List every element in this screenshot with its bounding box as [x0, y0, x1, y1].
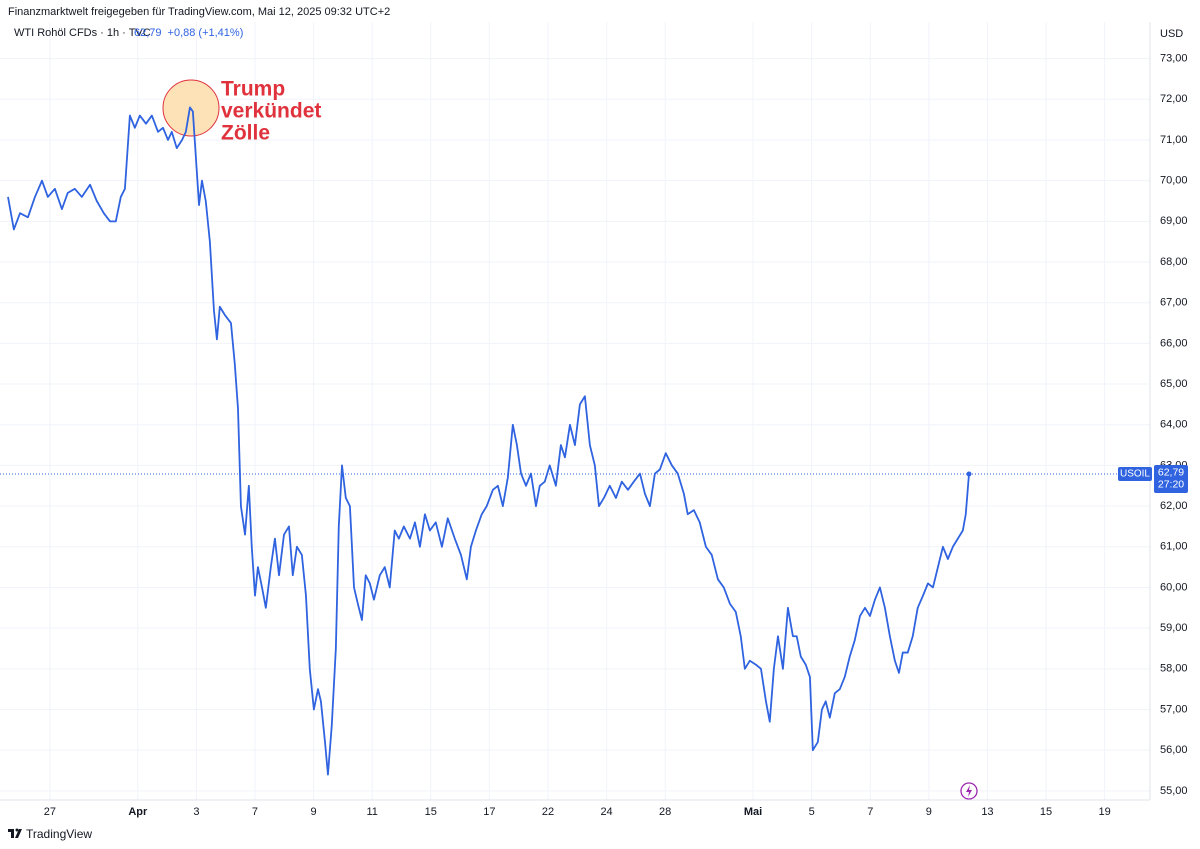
- y-tick-label: 64,00: [1160, 419, 1188, 431]
- x-tick-label: 7: [252, 806, 258, 818]
- x-tick-label: 27: [44, 806, 56, 818]
- annotation: verkündet: [221, 100, 321, 123]
- x-tick-label: 22: [542, 806, 554, 818]
- annotation: Trump: [221, 78, 285, 101]
- y-tick-label: 70,00: [1160, 175, 1188, 187]
- x-tick-label: 9: [926, 806, 932, 818]
- header-title: Finanzmarktwelt freigegeben für TradingV…: [8, 6, 390, 18]
- x-tick-label: 15: [1040, 806, 1052, 818]
- y-tick-label: 68,00: [1160, 256, 1188, 268]
- x-tick-label: 9: [311, 806, 317, 818]
- footer-brand: TradingView: [26, 827, 92, 841]
- symbol: WTI Rohöl CFDs · 1h · TVC: [14, 27, 151, 39]
- annotation: Zölle: [221, 122, 270, 145]
- y-tick-label: 55,00: [1160, 785, 1188, 797]
- x-tick-label: 17: [483, 806, 495, 818]
- y-tick-label: 72,00: [1160, 93, 1188, 105]
- x-tick-label: 15: [425, 806, 437, 818]
- x-tick-label: 11: [366, 806, 377, 818]
- y-tick-label: 73,00: [1160, 53, 1188, 65]
- replay-icon[interactable]: [960, 782, 978, 800]
- x-tick-label: 19: [1099, 806, 1111, 818]
- x-tick-label: Apr: [128, 806, 148, 818]
- price-tag: [1154, 464, 1188, 493]
- last-point: [966, 471, 972, 477]
- symbol-tag-label: USOIL: [1120, 469, 1150, 480]
- x-tick-label: 3: [193, 806, 199, 818]
- x-tick-label: Mai: [744, 806, 762, 818]
- y-tick-label: 59,00: [1160, 622, 1188, 634]
- price-line: [7, 106, 970, 776]
- x-tick-label: 28: [659, 806, 671, 818]
- y-tick-label: 65,00: [1160, 378, 1188, 390]
- y-tick-label: 69,00: [1160, 215, 1188, 227]
- last-price: 62,79: [134, 27, 162, 39]
- y-tick-label: 57,00: [1160, 703, 1188, 715]
- y-tick-label: 56,00: [1160, 744, 1188, 756]
- x-tick-label: 24: [600, 806, 612, 818]
- y-tick-label: 66,00: [1160, 337, 1188, 349]
- y-tick-label: 60,00: [1160, 581, 1188, 593]
- price-tag-label: 62,79: [1158, 467, 1184, 479]
- y-tick-label: 62,00: [1160, 500, 1188, 512]
- price-tag-countdown: 27:20: [1158, 479, 1184, 491]
- y-tick-label: 71,00: [1160, 134, 1188, 146]
- price-change: +0,88 (+1,41%): [168, 27, 244, 39]
- currency: USD: [1160, 28, 1183, 40]
- grid: [0, 22, 1150, 800]
- y-tick-label: 61,00: [1160, 541, 1188, 553]
- x-tick-label: 7: [867, 806, 873, 818]
- y-tick-label: 67,00: [1160, 297, 1188, 309]
- symbol-tag: [1118, 466, 1152, 481]
- footer-logo: [8, 828, 22, 838]
- x-tick-label: 5: [809, 806, 815, 818]
- y-tick-label: 58,00: [1160, 663, 1188, 675]
- x-tick-label: 13: [981, 806, 993, 818]
